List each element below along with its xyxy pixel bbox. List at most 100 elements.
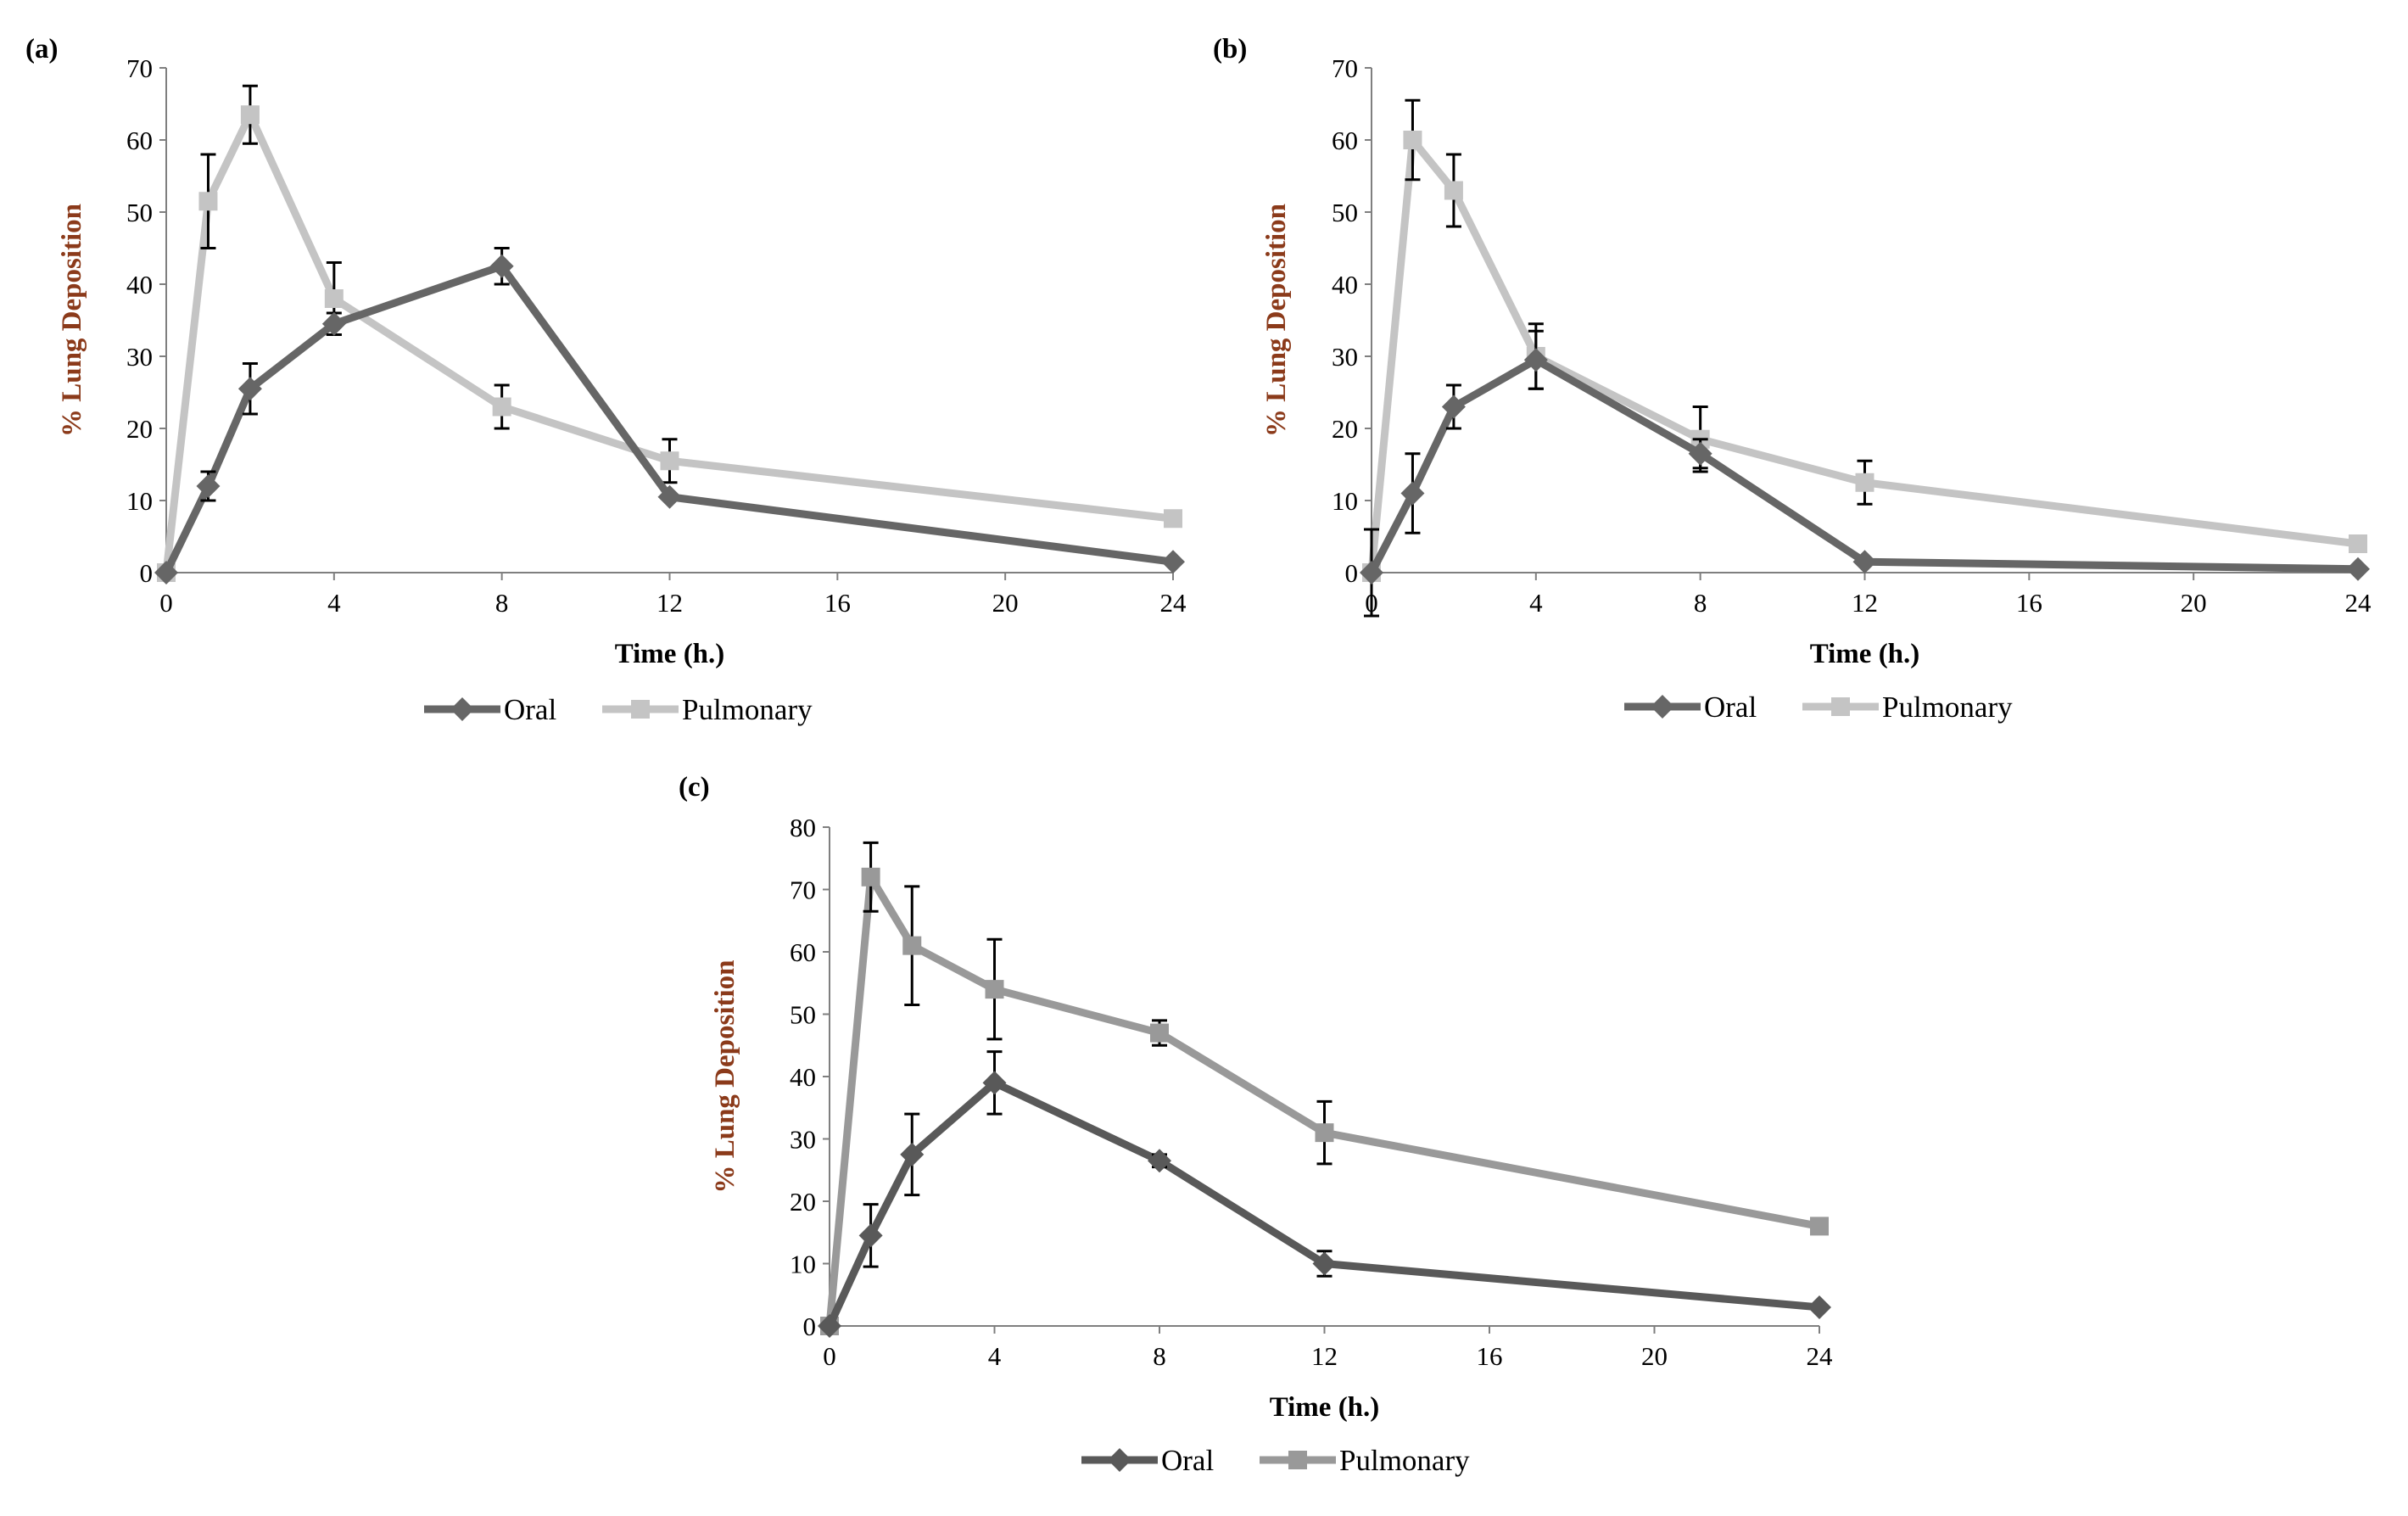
y-tick-label: 0 bbox=[803, 1312, 817, 1341]
data-point bbox=[1444, 181, 1463, 200]
data-point bbox=[1810, 1217, 1829, 1236]
y-axis-title: % Lung Deposition bbox=[710, 959, 740, 1193]
y-axis-title: % Lung Deposition bbox=[1261, 204, 1292, 437]
y-tick-label: 60 bbox=[790, 937, 816, 967]
y-tick-label: 70 bbox=[126, 53, 153, 83]
data-point bbox=[324, 289, 344, 308]
data-point bbox=[660, 451, 679, 471]
chart-panel-c: (c) 0 10 20 30 40 50 60 70 80 0 4 8 12 16 20 24 Time (h.)… bbox=[679, 772, 1833, 1477]
x-tick-label: 24 bbox=[1160, 588, 1187, 618]
data-point bbox=[985, 980, 1004, 999]
x-tick-label: 20 bbox=[2181, 588, 2207, 618]
data-point bbox=[1312, 1251, 1337, 1276]
legend-marker bbox=[1651, 695, 1674, 719]
x-tick-label: 20 bbox=[992, 588, 1019, 618]
legend-label-oral: Oral bbox=[1161, 1444, 1214, 1477]
data-point bbox=[1360, 561, 1383, 585]
y-tick-label: 80 bbox=[790, 813, 816, 842]
series-pulmonary bbox=[157, 84, 1182, 582]
y-tick-label: 20 bbox=[126, 414, 153, 444]
data-point bbox=[902, 936, 922, 955]
series-pulmonary bbox=[1362, 98, 2367, 582]
x-tick-label: 0 bbox=[823, 1341, 836, 1371]
x-tick-label: 4 bbox=[988, 1341, 1002, 1371]
x-tick-label: 8 bbox=[1694, 588, 1707, 618]
legend-label-pulmonary: Pulmonary bbox=[1882, 691, 2013, 724]
data-point bbox=[1164, 509, 1182, 529]
data-point bbox=[1403, 131, 1422, 149]
data-point bbox=[1688, 441, 1712, 466]
legend: Oral Pulmonary bbox=[424, 693, 813, 726]
x-tick-label: 4 bbox=[327, 588, 341, 618]
legend-marker bbox=[450, 697, 474, 721]
legend-label-pulmonary: Pulmonary bbox=[1339, 1444, 1470, 1477]
panel-label: (c) bbox=[679, 772, 710, 803]
data-point bbox=[2346, 557, 2370, 581]
legend-marker bbox=[1288, 1451, 1307, 1469]
y-tick-label: 50 bbox=[1332, 198, 1358, 227]
data-point bbox=[492, 397, 511, 417]
panel-label: (a) bbox=[25, 34, 58, 64]
data-point bbox=[1148, 1149, 1171, 1173]
y-tick-label: 40 bbox=[790, 1062, 816, 1092]
y-tick-label: 10 bbox=[1332, 486, 1358, 516]
data-point bbox=[1150, 1023, 1169, 1043]
x-tick-label: 12 bbox=[656, 588, 683, 618]
data-point bbox=[1807, 1295, 1831, 1319]
data-point bbox=[2349, 534, 2367, 553]
data-point bbox=[1161, 550, 1185, 574]
legend-label-pulmonary: Pulmonary bbox=[682, 693, 813, 726]
data-point bbox=[240, 105, 260, 125]
y-tick-label: 60 bbox=[126, 126, 153, 155]
data-point bbox=[489, 254, 514, 278]
y-tick-label: 20 bbox=[790, 1187, 816, 1217]
series-oral bbox=[818, 1050, 1831, 1338]
data-point bbox=[858, 1223, 883, 1248]
y-axis-title: % Lung Deposition bbox=[57, 204, 87, 437]
legend-label-oral: Oral bbox=[504, 693, 556, 726]
x-tick-label: 0 bbox=[159, 588, 173, 618]
data-point bbox=[1523, 348, 1548, 372]
data-point bbox=[1400, 481, 1425, 506]
data-point bbox=[900, 1142, 925, 1166]
series-oral bbox=[1360, 329, 2370, 618]
y-tick-label: 70 bbox=[1332, 53, 1358, 83]
y-tick-label: 40 bbox=[1332, 270, 1358, 299]
legend: Oral Pulmonary bbox=[1624, 691, 2013, 724]
x-tick-label: 12 bbox=[1852, 588, 1878, 618]
y-tick-label: 10 bbox=[790, 1250, 816, 1279]
x-tick-label: 8 bbox=[495, 588, 509, 618]
x-tick-label: 16 bbox=[1477, 1341, 1503, 1371]
x-tick-label: 16 bbox=[824, 588, 851, 618]
data-point bbox=[1441, 394, 1466, 419]
x-tick-label: 24 bbox=[2345, 588, 2372, 618]
y-tick-label: 10 bbox=[126, 486, 153, 516]
x-tick-label: 12 bbox=[1311, 1341, 1338, 1371]
y-tick-label: 60 bbox=[1332, 126, 1358, 155]
series-line-oral bbox=[162, 262, 1174, 574]
y-tick-label: 20 bbox=[1332, 414, 1358, 444]
data-point bbox=[818, 1314, 841, 1338]
legend-marker bbox=[1108, 1448, 1131, 1472]
x-tick-label: 20 bbox=[1641, 1341, 1668, 1371]
legend: Oral Pulmonary bbox=[1081, 1444, 1470, 1477]
legend-label-oral: Oral bbox=[1704, 691, 1757, 724]
data-point bbox=[321, 311, 346, 336]
y-tick-label: 40 bbox=[126, 270, 153, 299]
y-tick-label: 30 bbox=[790, 1125, 816, 1155]
x-axis-title: Time (h.) bbox=[1270, 1392, 1380, 1423]
legend-marker bbox=[1831, 697, 1850, 716]
y-tick-label: 50 bbox=[126, 198, 153, 227]
panel-label: (b) bbox=[1213, 34, 1247, 64]
chart-panel-a: (a) 0 10 20 30 40 50 60 70 0 4 8 12 16 20 24 Time (h.) % … bbox=[25, 34, 1187, 726]
data-point bbox=[1852, 550, 1877, 574]
data-point bbox=[198, 192, 218, 211]
legend-marker bbox=[631, 700, 650, 719]
y-tick-label: 30 bbox=[1332, 342, 1358, 372]
x-tick-label: 16 bbox=[2016, 588, 2042, 618]
data-point bbox=[982, 1071, 1007, 1095]
y-tick-label: 0 bbox=[1345, 558, 1359, 588]
data-point bbox=[196, 474, 221, 498]
